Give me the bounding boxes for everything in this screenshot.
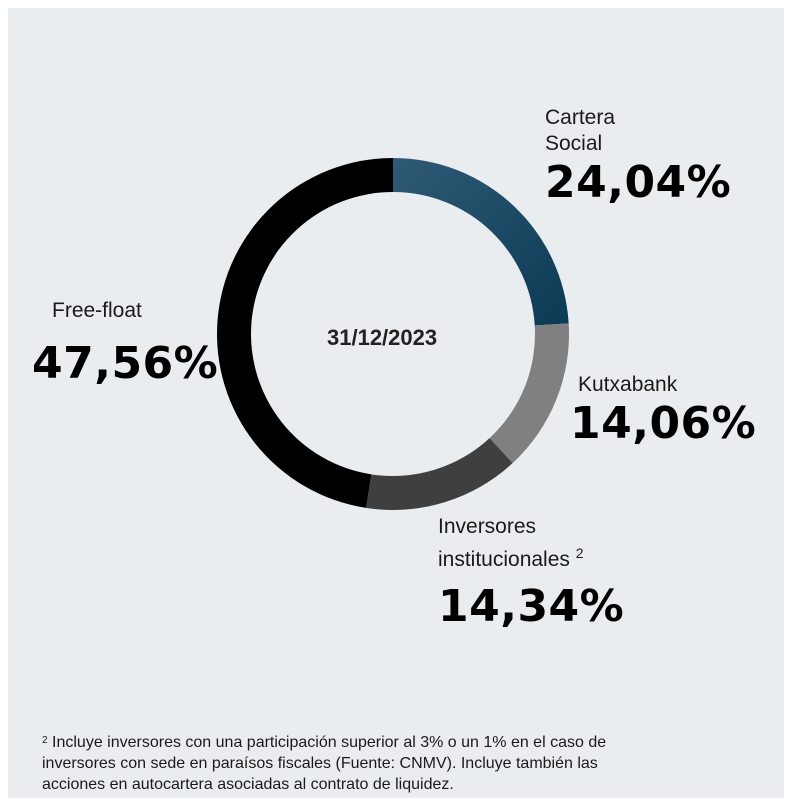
footnote-marker: 2: [42, 735, 48, 746]
inversores-name-line1: Inversores: [438, 515, 537, 538]
center-date-label: 31/12/2023: [327, 325, 438, 350]
label-cartera-social: Cartera Social 24,04%: [545, 105, 731, 207]
inversores-name-text: institucionales: [438, 548, 570, 571]
label-kutxabank-value: 14,06%: [570, 400, 756, 448]
cartera-social-name-line2: Social: [545, 132, 603, 155]
free-float-name: Free-float: [52, 299, 142, 322]
free-float-value: 47,56%: [32, 338, 219, 389]
footnote-line1: 2 Incluye inversores con una participaci…: [42, 732, 762, 753]
label-free-float: Free-float: [52, 298, 142, 324]
inversores-name-line2: institucionales 2: [438, 540, 624, 573]
chart-panel: [8, 8, 784, 798]
footnote-line1-text: Incluye inversores con una participación…: [52, 734, 607, 751]
label-kutxabank: Kutxabank: [578, 372, 677, 398]
donut-slice-inversores-institucionales: [366, 438, 513, 510]
label-free-float-value: 47,56%: [32, 340, 218, 388]
footnote-line2: inversores con sede en paraísos fiscales…: [42, 755, 598, 772]
footnote: 2 Incluye inversores con una participaci…: [42, 732, 762, 795]
cartera-social-name-line1: Cartera: [545, 106, 616, 129]
label-inversores: Inversores institucionales 2 14,34%: [438, 514, 624, 631]
donut-slice-free-float: [216, 158, 393, 508]
kutxabank-name: Kutxabank: [578, 373, 678, 396]
inversores-value: 14,34%: [438, 581, 625, 632]
footnote-line3: acciones en autocartera asociadas al con…: [42, 776, 454, 793]
donut-slice-kutxabank: [489, 323, 569, 464]
donut-slice-cartera-social: [393, 158, 569, 326]
kutxabank-value: 14,06%: [570, 398, 757, 449]
inversores-footnote-ref: 2: [575, 545, 584, 561]
cartera-social-value: 24,04%: [545, 157, 732, 208]
